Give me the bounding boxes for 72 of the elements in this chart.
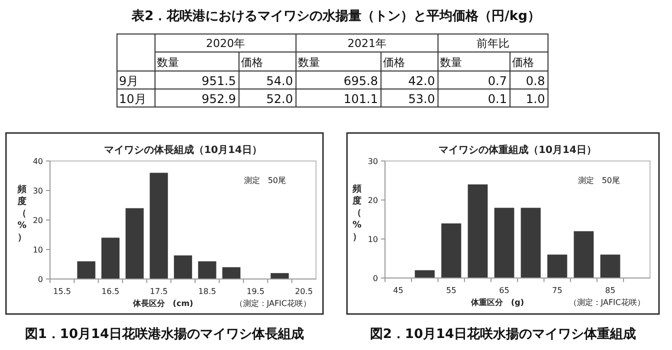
text: 数量 bbox=[298, 56, 320, 69]
annotation: 測定 50尾 bbox=[244, 176, 286, 185]
bar bbox=[468, 184, 488, 278]
text: 952.9 bbox=[202, 92, 236, 106]
text: 101.1 bbox=[344, 92, 378, 106]
x-tick-label: 18.5 bbox=[198, 287, 216, 296]
x-tick-label: 65 bbox=[499, 286, 510, 295]
y-tick-label: 0 bbox=[372, 274, 378, 283]
chart-title: マイワシの体長組成（10月14日） bbox=[104, 144, 262, 156]
text: （測定：JAFIC花咲） bbox=[234, 299, 311, 308]
text: 695.8 bbox=[344, 74, 378, 88]
text: 53.0 bbox=[408, 92, 435, 106]
x-tick-label: 45 bbox=[393, 286, 404, 295]
y-tick-label: 0 bbox=[38, 274, 43, 284]
bar bbox=[150, 172, 168, 279]
text: 10月 bbox=[119, 92, 146, 106]
x-tick-label: 17.5 bbox=[150, 287, 168, 296]
x-tick-label: 85 bbox=[605, 286, 616, 295]
x-tick-label: 20.5 bbox=[295, 287, 313, 296]
text: 0.8 bbox=[526, 74, 545, 88]
text: （測定：JAFIC花咲） bbox=[568, 298, 645, 307]
bar bbox=[547, 254, 568, 278]
bar bbox=[441, 223, 462, 278]
bar bbox=[494, 208, 514, 278]
x-tick-label: 55 bbox=[446, 286, 456, 295]
text: 前年比 bbox=[476, 37, 510, 50]
annotation: 測定 50尾 bbox=[578, 176, 620, 185]
bar bbox=[520, 208, 541, 278]
bar bbox=[126, 208, 144, 279]
y-tick-label: 40 bbox=[32, 156, 43, 166]
text: 0.1 bbox=[488, 92, 507, 106]
text: 数量 bbox=[440, 56, 462, 69]
text: 951.5 bbox=[202, 74, 236, 88]
y-tick-label: 30 bbox=[32, 186, 43, 196]
x-axis-title: 体重区分 (g) bbox=[470, 298, 524, 307]
y-tick-label: 20 bbox=[32, 216, 43, 225]
text: 2021年 bbox=[348, 37, 386, 50]
bar bbox=[77, 261, 96, 279]
text: 価格 bbox=[241, 56, 263, 69]
x-tick-label: 16.5 bbox=[102, 287, 120, 296]
y-axis-title: 頻度（%） bbox=[16, 184, 27, 243]
text: 2020年 bbox=[206, 37, 245, 50]
y-tick-label: 10 bbox=[32, 245, 43, 254]
caption: 図1．10月14日花咲港水揚のマイワシ体長組成 bbox=[24, 327, 304, 342]
text: 数量 bbox=[157, 56, 179, 69]
bar bbox=[600, 254, 620, 278]
text: 価格 bbox=[383, 56, 405, 69]
text: 52.0 bbox=[266, 92, 293, 106]
caption: 図2．10月14日花咲水揚のマイワシ体重組成 bbox=[370, 326, 636, 342]
text: 54.0 bbox=[266, 74, 293, 88]
text: 9月 bbox=[119, 74, 139, 88]
bar bbox=[222, 267, 240, 279]
bar bbox=[574, 231, 594, 278]
bar bbox=[414, 270, 435, 278]
text: 表2．花咲港におけるマイワシの水揚量（トン）と平均価格（円/kg） bbox=[130, 9, 540, 24]
text: 1.0 bbox=[526, 92, 545, 106]
y-tick-label: 30 bbox=[368, 156, 378, 166]
x-tick-label: 75 bbox=[552, 286, 562, 295]
bar bbox=[174, 255, 192, 279]
x-tick-label: 15.5 bbox=[53, 287, 71, 296]
chart-title: マイワシの体重組成（10月14日） bbox=[438, 144, 596, 156]
x-tick-label: 19.5 bbox=[246, 287, 264, 296]
y-axis-title: 頻度（%） bbox=[352, 184, 362, 242]
bar bbox=[101, 238, 120, 279]
text: 0.7 bbox=[488, 74, 507, 88]
bar bbox=[198, 261, 216, 279]
y-tick-label: 20 bbox=[368, 196, 378, 205]
y-tick-label: 10 bbox=[368, 234, 378, 244]
x-axis-title: 体長区分 (cm) bbox=[132, 299, 194, 308]
text: 42.0 bbox=[408, 74, 435, 88]
bar bbox=[270, 273, 289, 279]
text: 価格 bbox=[512, 56, 534, 69]
